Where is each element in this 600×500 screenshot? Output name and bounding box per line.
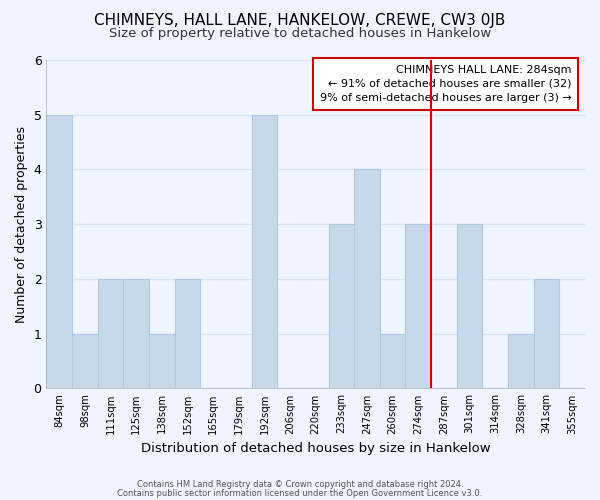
Bar bbox=[457, 224, 482, 388]
Bar bbox=[508, 334, 534, 388]
Bar bbox=[534, 279, 559, 388]
Text: CHIMNEYS, HALL LANE, HANKELOW, CREWE, CW3 0JB: CHIMNEYS, HALL LANE, HANKELOW, CREWE, CW… bbox=[94, 12, 506, 28]
Bar bbox=[175, 279, 200, 388]
Bar bbox=[406, 224, 431, 388]
Bar bbox=[72, 334, 98, 388]
Bar bbox=[149, 334, 175, 388]
Y-axis label: Number of detached properties: Number of detached properties bbox=[15, 126, 28, 322]
Bar bbox=[124, 279, 149, 388]
Bar bbox=[251, 114, 277, 388]
Text: Contains HM Land Registry data © Crown copyright and database right 2024.: Contains HM Land Registry data © Crown c… bbox=[137, 480, 463, 489]
Text: Contains public sector information licensed under the Open Government Licence v3: Contains public sector information licen… bbox=[118, 488, 482, 498]
Bar bbox=[380, 334, 406, 388]
Bar bbox=[46, 114, 72, 388]
Bar bbox=[329, 224, 354, 388]
Bar bbox=[354, 170, 380, 388]
Text: Size of property relative to detached houses in Hankelow: Size of property relative to detached ho… bbox=[109, 28, 491, 40]
Bar bbox=[98, 279, 124, 388]
Text: CHIMNEYS HALL LANE: 284sqm
← 91% of detached houses are smaller (32)
9% of semi-: CHIMNEYS HALL LANE: 284sqm ← 91% of deta… bbox=[320, 65, 572, 103]
X-axis label: Distribution of detached houses by size in Hankelow: Distribution of detached houses by size … bbox=[141, 442, 491, 455]
